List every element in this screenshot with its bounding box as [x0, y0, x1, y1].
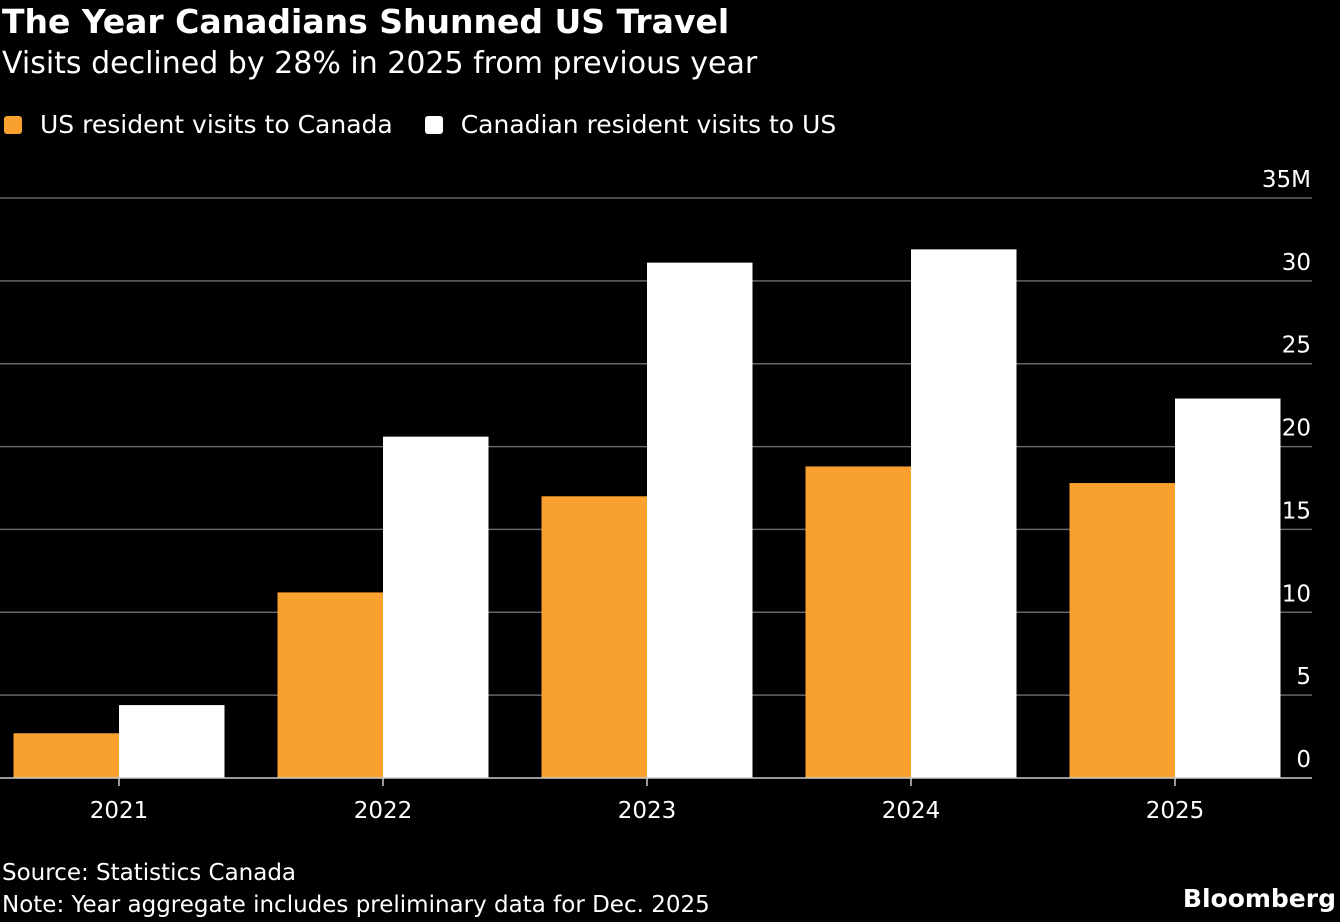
x-tick-label: 2021 [90, 798, 149, 824]
bar-canadian-visits-2022 [383, 436, 489, 778]
bar-canadian-visits-2023 [647, 262, 753, 779]
source-note: Source: Statistics Canada [2, 860, 297, 886]
y-tick-label: 25 [1282, 333, 1311, 359]
legend-item-canadian-visits: Canadian resident visits to US [424, 110, 837, 139]
legend: US resident visits to Canada Canadian re… [4, 110, 868, 139]
legend-label: US resident visits to Canada [40, 110, 393, 139]
bar-canadian-visits-2024 [911, 249, 1017, 778]
x-tick-label: 2023 [618, 798, 677, 824]
y-tick-label: 15 [1282, 498, 1311, 524]
y-tick-label: 0 [1296, 747, 1311, 773]
bloomberg-logo: Bloomberg [1182, 884, 1336, 913]
chart-title: The Year Canadians Shunned US Travel [2, 2, 730, 41]
bar-canadian-visits-2025 [1175, 398, 1281, 778]
legend-swatch-orange [4, 115, 22, 134]
y-tick-label: 35M [1262, 167, 1311, 193]
y-tick-label: 5 [1296, 664, 1311, 690]
bar-us-visits-2022 [277, 592, 383, 778]
footnote: Note: Year aggregate includes preliminar… [2, 892, 710, 918]
chart-subtitle: Visits declined by 28% in 2025 from prev… [2, 46, 758, 81]
bar-canadian-visits-2021 [119, 705, 225, 778]
bar-us-visits-2024 [805, 466, 911, 778]
x-tick-label: 2022 [354, 798, 413, 824]
y-tick-label: 30 [1282, 250, 1311, 276]
legend-item-us-visits: US resident visits to Canada [4, 110, 393, 139]
bar-us-visits-2021 [13, 733, 119, 778]
legend-swatch-white [424, 115, 443, 134]
x-tick-label: 2024 [882, 798, 941, 824]
y-tick-label: 10 [1282, 581, 1311, 607]
bar-us-visits-2023 [541, 496, 647, 778]
bar-us-visits-2025 [1069, 483, 1175, 778]
legend-label: Canadian resident visits to US [460, 110, 837, 139]
x-tick-label: 2025 [1146, 798, 1205, 824]
y-tick-label: 20 [1282, 416, 1311, 442]
